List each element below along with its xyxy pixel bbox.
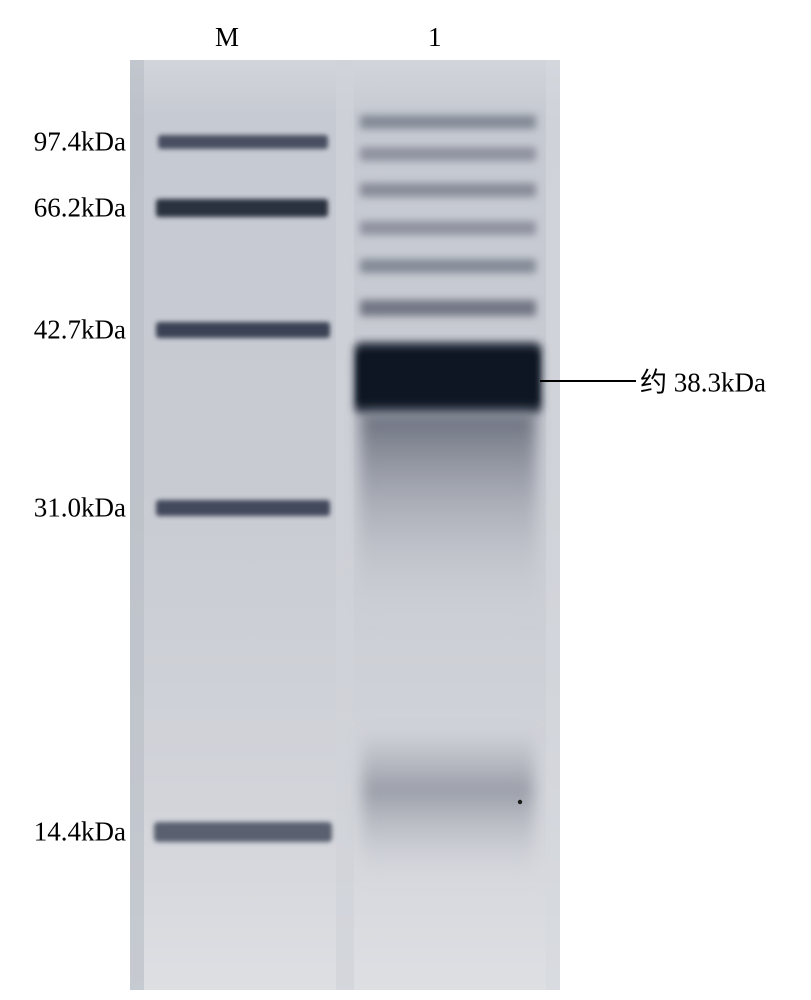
marker-label-66: 66.2kDa xyxy=(34,193,126,224)
lane-header-m: M xyxy=(215,22,239,53)
gel-speck xyxy=(518,800,522,804)
sample-callout-line xyxy=(540,380,636,382)
lane-1-smear-lower xyxy=(362,730,534,880)
sample-callout-label: 约 38.3kDa xyxy=(640,361,766,400)
marker-label-14: 14.4kDa xyxy=(34,817,126,848)
marker-label-42: 42.7kDa xyxy=(34,315,126,346)
lane-header-1: 1 xyxy=(428,22,442,53)
gel-svg xyxy=(130,60,560,990)
gel-figure: M 1 97.4kDa 66.2kDa 42.7kDa 31.0kDa 14.4… xyxy=(130,60,560,990)
lane-1-smear-upper xyxy=(360,412,536,622)
lane-1-main-band xyxy=(354,342,542,414)
marker-label-31: 31.0kDa xyxy=(34,493,126,524)
marker-label-97: 97.4kDa xyxy=(34,127,126,158)
